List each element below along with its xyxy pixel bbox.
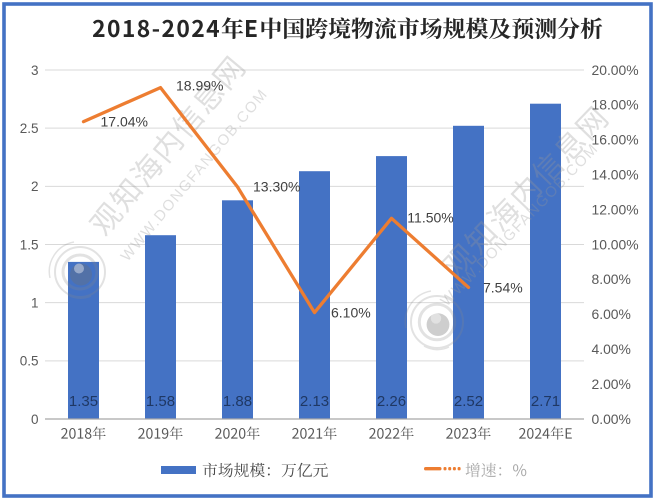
svg-text:2.5: 2.5 xyxy=(20,121,39,136)
svg-text:17.04%: 17.04% xyxy=(101,114,148,130)
svg-text:18.99%: 18.99% xyxy=(176,78,223,94)
svg-text:1.35: 1.35 xyxy=(69,393,98,410)
svg-text:1.88: 1.88 xyxy=(223,393,252,410)
svg-text:16.00%: 16.00% xyxy=(592,132,639,148)
svg-text:1.58: 1.58 xyxy=(146,393,175,410)
svg-text:10.00%: 10.00% xyxy=(592,236,639,252)
svg-text:1.5: 1.5 xyxy=(20,237,39,252)
svg-text:2.71: 2.71 xyxy=(531,393,560,410)
svg-text:2.13: 2.13 xyxy=(300,393,329,410)
svg-text:2.52: 2.52 xyxy=(454,393,483,410)
svg-text:2: 2 xyxy=(31,179,39,194)
svg-text:3: 3 xyxy=(31,63,39,78)
svg-text:13.30%: 13.30% xyxy=(253,179,300,195)
svg-text:14.00%: 14.00% xyxy=(592,167,639,183)
svg-text:8.00%: 8.00% xyxy=(592,271,631,287)
svg-text:6.10%: 6.10% xyxy=(331,304,371,320)
svg-text:2.26: 2.26 xyxy=(377,393,406,410)
svg-text:2.00%: 2.00% xyxy=(592,376,631,392)
svg-text:0.00%: 0.00% xyxy=(592,411,631,427)
svg-text:6.00%: 6.00% xyxy=(592,306,631,322)
svg-text:0.5: 0.5 xyxy=(20,354,39,369)
svg-text:4.00%: 4.00% xyxy=(592,341,631,357)
svg-text:7.54%: 7.54% xyxy=(483,280,523,296)
svg-text:18.00%: 18.00% xyxy=(592,97,639,113)
svg-text:12.00%: 12.00% xyxy=(592,201,639,217)
svg-text:11.50%: 11.50% xyxy=(407,209,453,225)
svg-text:20.00%: 20.00% xyxy=(592,62,639,78)
svg-text:0: 0 xyxy=(31,412,39,427)
svg-text:1: 1 xyxy=(31,296,39,311)
